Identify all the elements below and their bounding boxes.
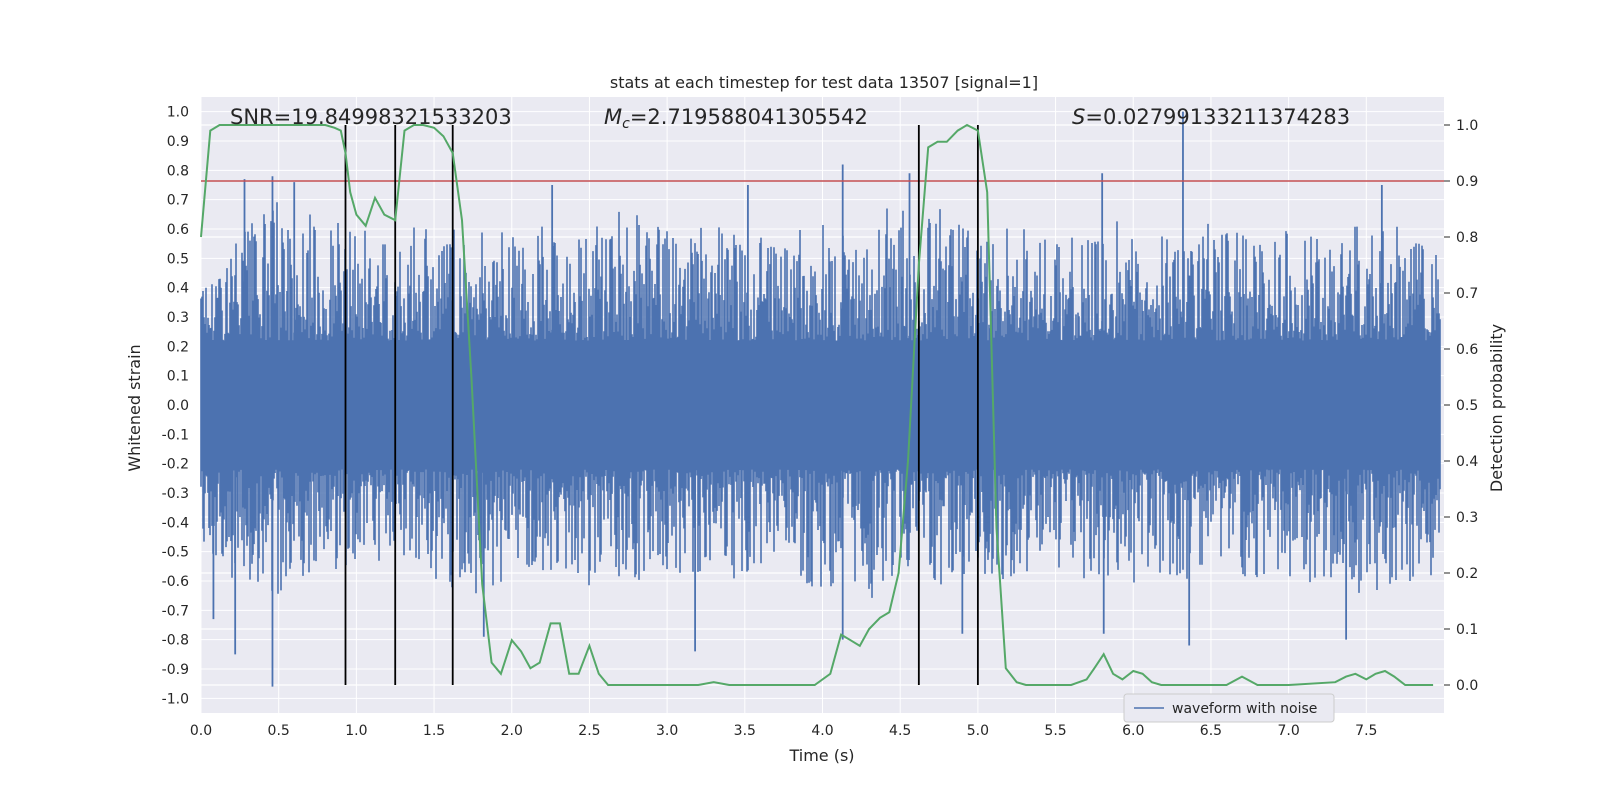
x-tick-label: 2.5: [578, 723, 600, 739]
x-tick-label: 7.0: [1277, 723, 1299, 739]
y-left-tick-label: -0.8: [162, 633, 189, 649]
y-right-tick-label: 0.6: [1456, 342, 1478, 358]
y-right-tick-label: 0.7: [1456, 286, 1478, 302]
x-tick-label: 4.0: [811, 723, 833, 739]
s-symbol: S: [1072, 105, 1085, 129]
waveform-with-noise-line: [200, 202, 1441, 598]
axis-ticks: 0.0 0.5 1.0 1.5 2.0 2.5 3.0 3.5 4.0 4.5 5.0 5.5 6.0 6…: [162, 105, 1479, 739]
y-left-tick-label: -0.9: [162, 662, 189, 678]
y-left-tick-label: -0.2: [162, 457, 189, 473]
y-right-tick-label: 0.2: [1456, 566, 1478, 582]
y-left-tick-label: -0.7: [162, 603, 189, 619]
detection-probability-line: [200, 123, 1434, 686]
y-right-tick-label: 0.9: [1456, 174, 1478, 190]
x-tick-label: 1.5: [423, 723, 445, 739]
y-left-tick-label: -0.5: [162, 545, 189, 561]
mc-value: =2.719588041305542: [630, 105, 868, 129]
x-tick-label: 0.0: [190, 723, 212, 739]
y-axis-left-label: Whitened strain: [125, 344, 144, 471]
y-left-tick-label: 0.4: [167, 281, 189, 297]
legend-label: waveform with noise: [1172, 701, 1317, 717]
mc-symbol: M: [604, 105, 622, 129]
y-left-tick-label: 0.3: [167, 310, 189, 326]
mc-subscript: c: [622, 116, 630, 132]
y-left-tick-label: 0.9: [167, 134, 189, 150]
y-left-tick-label: -0.1: [162, 427, 189, 443]
x-tick-label: 6.5: [1200, 723, 1222, 739]
strain-series: [200, 111, 1441, 687]
y-left-tick-label: 1.0: [167, 105, 189, 121]
x-tick-label: 2.0: [501, 723, 523, 739]
x-tick-label: 0.5: [268, 723, 290, 739]
vertical-markers: [344, 125, 979, 685]
y-left-tick-label: 0.5: [167, 251, 189, 267]
y-left-tick-label: 0.0: [167, 398, 189, 414]
x-tick-label: 3.5: [734, 723, 756, 739]
x-tick-label: 4.5: [889, 723, 911, 739]
y-right-tick-label: 0.5: [1456, 398, 1478, 414]
y-left-tick-label: -1.0: [162, 691, 189, 707]
y-left-tick-label: -0.6: [162, 574, 189, 590]
s-annotation: S=0.02799133211374283: [1072, 105, 1350, 129]
y-right-tick-label: 1.0: [1456, 118, 1478, 134]
x-axis-label: Time (s): [788, 746, 854, 765]
y-left-tick-label: 0.6: [167, 222, 189, 238]
y-left-tick-label: 0.8: [167, 163, 189, 179]
probability-series-group: [200, 123, 1434, 686]
y-right-tick-label: 0.4: [1456, 454, 1478, 470]
x-tick-label: 5.0: [967, 723, 989, 739]
legend: waveform with noise: [1123, 693, 1335, 723]
y-left-tick-label: 0.1: [167, 369, 189, 385]
x-tick-label: 7.5: [1355, 723, 1377, 739]
y-right-tick-label: 0.0: [1456, 678, 1478, 694]
y-right-tick-label: 0.3: [1456, 510, 1478, 526]
y-left-tick-label: -0.4: [162, 515, 189, 531]
mc-annotation: Mc=2.719588041305542: [604, 105, 868, 132]
y-right-tick-label: 0.8: [1456, 230, 1478, 246]
x-tick-label: 6.0: [1122, 723, 1144, 739]
legend-box: [1123, 693, 1335, 723]
s-value: =0.02799133211374283: [1085, 105, 1350, 129]
x-tick-label: 1.0: [345, 723, 367, 739]
x-tick-label: 5.5: [1044, 723, 1066, 739]
y-left-tick-label: -0.3: [162, 486, 189, 502]
y-left-tick-label: 0.7: [167, 193, 189, 209]
y-right-tick-label: 0.1: [1456, 622, 1478, 638]
chart-title: stats at each timestep for test data 135…: [610, 73, 1038, 92]
y-axis-right-label: Detection probability: [1487, 324, 1506, 492]
x-tick-label: 3.0: [656, 723, 678, 739]
y-left-tick-label: 0.2: [167, 339, 189, 355]
snr-annotation: SNR=19.84998321533203: [230, 105, 512, 129]
